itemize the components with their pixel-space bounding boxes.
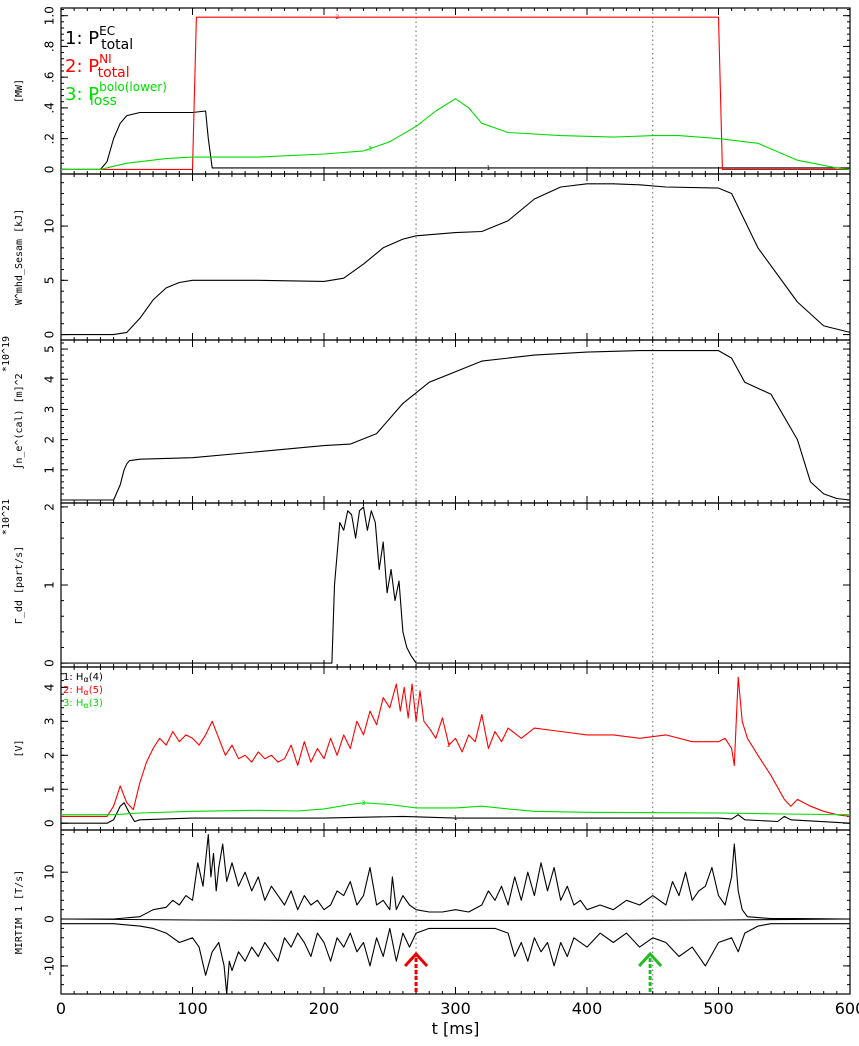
x-tick-label: 0: [56, 999, 66, 1018]
y-axis-label: W^mhd_Sesam [kJ]: [14, 209, 25, 305]
series-line-3: [60, 918, 851, 921]
series-marker: 1: [486, 165, 490, 172]
y-tick-label: 0: [43, 166, 57, 174]
x-tick-label: 300: [440, 999, 471, 1018]
series-marker: 2: [447, 742, 451, 749]
panel-3: 1 2 3 4 5 ∫n_e^(cal) [m]^2*10^19: [1, 336, 851, 504]
series-line-1: [61, 350, 851, 501]
y-tick-label: 0: [43, 819, 57, 827]
panel-2: 0 5 10 W^mhd_Sesam [kJ]: [14, 173, 851, 341]
series-marker: 1: [454, 815, 458, 822]
legend-entry: 2: Hα(5): [63, 685, 103, 697]
y-axis-label: ∫n_e^(cal) [m]^2: [13, 373, 25, 469]
legend-entry: 3: Pbolo(lower) loss: [65, 80, 167, 109]
y-tick-label: 1: [43, 785, 57, 793]
series-marker: 2: [335, 14, 339, 21]
series-line-3: [61, 98, 851, 170]
series-marker: 3: [368, 146, 372, 153]
y-tick-label: 4: [43, 375, 57, 383]
y-tick-label: 4: [43, 684, 57, 692]
y-tick-label: 2: [43, 436, 57, 444]
panel-frame: [60, 339, 851, 504]
y-tick-label: 2: [43, 751, 57, 759]
panel-5: 0 1 2 3 4 [V] 1 2 3 1: Hα(4)2: Hα(5)3: Hα(3): [14, 666, 851, 831]
series-line-1: [61, 506, 850, 664]
y-tick-label: 10: [43, 218, 57, 233]
y-tick-label: 0: [43, 915, 57, 923]
x-tick-label: 400: [572, 999, 603, 1018]
y-multiplier: *10^19: [1, 336, 12, 372]
panel-frame: [60, 502, 851, 668]
series-line-1: [61, 834, 851, 920]
legend-entry: 3: Hα(3): [63, 698, 103, 710]
series-line-2: [61, 676, 851, 817]
y-tick-label: 0: [43, 331, 57, 339]
y-axis-label: [MW]: [14, 79, 25, 103]
legend-entry: 1: PEC total: [65, 24, 133, 53]
y-tick-label: .8: [43, 41, 57, 52]
series-marker: 3: [362, 800, 366, 807]
series-line-1: [61, 183, 851, 336]
y-tick-label: 3: [43, 718, 57, 726]
y-tick-label: 3: [43, 406, 57, 414]
y-axis-label: MIRTIM 1 [T/s]: [14, 870, 25, 954]
y-multiplier: *10^21: [1, 499, 12, 535]
y-tick-label: 0: [43, 659, 57, 667]
series-line-1: [61, 110, 850, 170]
series-line-2: [61, 16, 850, 170]
y-tick-label: 5: [43, 277, 57, 285]
y-tick-label: 1: [43, 466, 57, 474]
y-tick-label: .2: [43, 133, 57, 144]
y-tick-label: 2: [43, 503, 57, 511]
y-tick-label: 5: [43, 345, 57, 353]
panel-frame: [60, 173, 851, 341]
x-axis-label: t [ms]: [432, 1019, 480, 1038]
y-tick-label: -10: [43, 956, 57, 976]
y-tick-label: .4: [43, 102, 57, 113]
legend-entry: 1: Hα(4): [63, 672, 103, 684]
x-tick-label: 500: [703, 999, 734, 1018]
x-tick-label: 600: [835, 999, 859, 1018]
panel-4: 0 1 2 Γ_dd [part/s]*10^21: [1, 499, 851, 668]
x-tick-label: 200: [309, 999, 340, 1018]
y-axis-label: Γ_dd [part/s]: [14, 546, 25, 624]
series-line-1: [61, 802, 851, 824]
legend-entry: 2: PNI total: [65, 52, 130, 81]
panel-frame: [60, 7, 851, 175]
series-line-3: [61, 802, 851, 816]
time-arrow: [638, 951, 663, 992]
y-tick-label: .6: [43, 71, 57, 82]
panel-6: -10 0 10 MIRTIM 1 [T/s]: [14, 829, 851, 995]
series-line-2: [61, 923, 850, 995]
time-arrow: [403, 951, 429, 992]
y-tick-label: 1.0: [43, 6, 57, 25]
x-tick-label: 100: [177, 999, 208, 1018]
y-tick-label: 10: [43, 865, 57, 880]
panel-frame: [60, 829, 851, 995]
y-tick-label: 1: [43, 581, 57, 589]
y-axis-label: [V]: [14, 739, 25, 757]
